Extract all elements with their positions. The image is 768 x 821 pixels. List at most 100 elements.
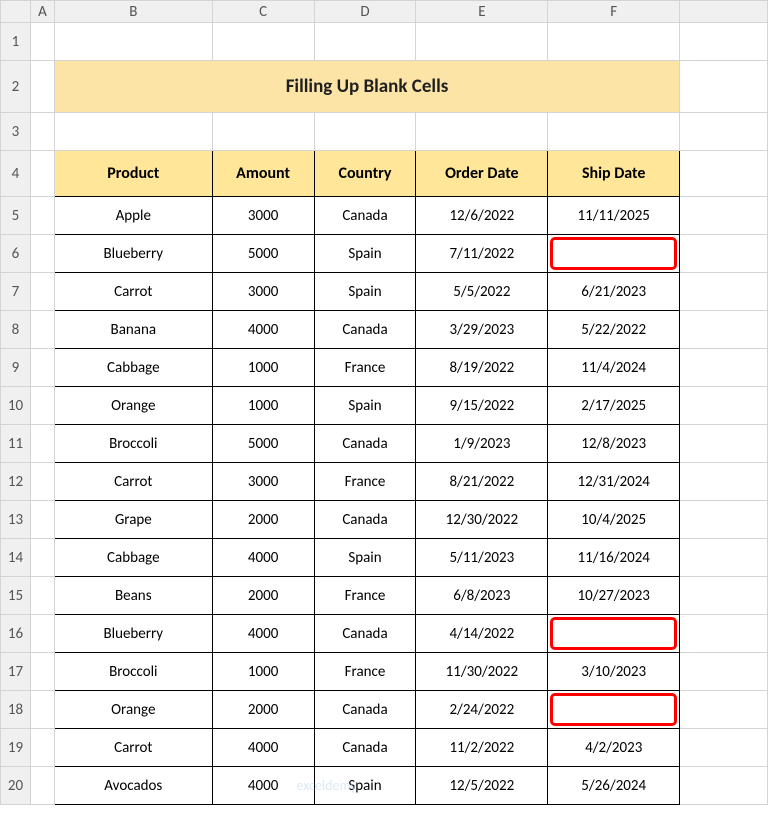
cell[interactable]: [680, 61, 768, 113]
cell-ship-date[interactable]: 11/4/2024: [548, 349, 680, 387]
cell[interactable]: [680, 197, 768, 235]
cell-ship-date[interactable]: 4/2/2023: [548, 729, 680, 767]
cell-country[interactable]: France: [314, 577, 416, 615]
cell[interactable]: [680, 387, 768, 425]
cell-amount[interactable]: 4000: [212, 615, 314, 653]
cell[interactable]: [30, 691, 54, 729]
cell[interactable]: [30, 23, 54, 61]
cell-order-date[interactable]: 11/2/2022: [416, 729, 548, 767]
cell[interactable]: [680, 235, 768, 273]
cell-country[interactable]: Canada: [314, 501, 416, 539]
cell-product[interactable]: Orange: [54, 387, 212, 425]
cell[interactable]: [54, 23, 212, 61]
cell[interactable]: [30, 425, 54, 463]
cell-product[interactable]: Banana: [54, 311, 212, 349]
cell[interactable]: [54, 113, 212, 151]
cell-product[interactable]: Orange: [54, 691, 212, 729]
cell-order-date[interactable]: 1/9/2023: [416, 425, 548, 463]
cell-amount[interactable]: 1000: [212, 387, 314, 425]
row-header-6[interactable]: 6: [1, 235, 31, 273]
cell-product[interactable]: Broccoli: [54, 425, 212, 463]
cell-order-date[interactable]: 4/14/2022: [416, 615, 548, 653]
cell[interactable]: [680, 151, 768, 197]
cell-ship-date[interactable]: 10/27/2023: [548, 577, 680, 615]
cell-ship-date[interactable]: [548, 691, 680, 729]
cell-country[interactable]: France: [314, 349, 416, 387]
cell-product[interactable]: Avocados: [54, 767, 212, 805]
cell[interactable]: [680, 463, 768, 501]
cell-product[interactable]: Grape: [54, 501, 212, 539]
cell[interactable]: [30, 653, 54, 691]
cell-amount[interactable]: 2000: [212, 577, 314, 615]
row-header-8[interactable]: 8: [1, 311, 31, 349]
cell-ship-date[interactable]: [548, 615, 680, 653]
cell-product[interactable]: Apple: [54, 197, 212, 235]
row-header-4[interactable]: 4: [1, 151, 31, 197]
row-header-1[interactable]: 1: [1, 23, 31, 61]
cell-order-date[interactable]: 12/5/2022: [416, 767, 548, 805]
cell-product[interactable]: Carrot: [54, 729, 212, 767]
cell[interactable]: [680, 539, 768, 577]
row-header-15[interactable]: 15: [1, 577, 31, 615]
cell[interactable]: [30, 539, 54, 577]
cell[interactable]: [30, 501, 54, 539]
cell[interactable]: [416, 23, 548, 61]
cell-country[interactable]: Canada: [314, 729, 416, 767]
col-header-A[interactable]: A: [30, 1, 54, 23]
cell-ship-date[interactable]: 5/22/2022: [548, 311, 680, 349]
cell[interactable]: [680, 767, 768, 805]
cell[interactable]: [30, 387, 54, 425]
row-header-3[interactable]: 3: [1, 113, 31, 151]
cell[interactable]: [680, 425, 768, 463]
cell[interactable]: [680, 729, 768, 767]
cell[interactable]: [212, 113, 314, 151]
cell-amount[interactable]: 4000: [212, 311, 314, 349]
cell-ship-date[interactable]: [548, 235, 680, 273]
cell-ship-date[interactable]: 2/17/2025: [548, 387, 680, 425]
cell-amount[interactable]: 2000: [212, 501, 314, 539]
cell-ship-date[interactable]: 5/26/2024: [548, 767, 680, 805]
row-header-10[interactable]: 10: [1, 387, 31, 425]
cell-order-date[interactable]: 9/15/2022: [416, 387, 548, 425]
cell[interactable]: [680, 577, 768, 615]
cell-amount[interactable]: 5000: [212, 235, 314, 273]
cell-amount[interactable]: 5000: [212, 425, 314, 463]
cell-country[interactable]: Canada: [314, 311, 416, 349]
col-header-B[interactable]: B: [54, 1, 212, 23]
cell-product[interactable]: Carrot: [54, 273, 212, 311]
cell-order-date[interactable]: 2/24/2022: [416, 691, 548, 729]
cell[interactable]: [30, 577, 54, 615]
cell[interactable]: [212, 23, 314, 61]
cell-country[interactable]: Spain: [314, 235, 416, 273]
cell-ship-date[interactable]: 11/11/2025: [548, 197, 680, 235]
cell-amount[interactable]: 1000: [212, 653, 314, 691]
col-header-extra[interactable]: [680, 1, 768, 23]
cell-amount[interactable]: 3000: [212, 463, 314, 501]
cell-amount[interactable]: 1000: [212, 349, 314, 387]
cell-order-date[interactable]: 3/29/2023: [416, 311, 548, 349]
spreadsheet-grid[interactable]: A B C D E F 1 2 Filling Up Blank Cells 3…: [0, 0, 768, 805]
cell-order-date[interactable]: 5/5/2022: [416, 273, 548, 311]
cell[interactable]: [680, 23, 768, 61]
cell[interactable]: [30, 235, 54, 273]
cell[interactable]: [680, 311, 768, 349]
table-header-country[interactable]: Country: [314, 151, 416, 197]
cell-amount[interactable]: 4000: [212, 767, 314, 805]
title-cell[interactable]: Filling Up Blank Cells: [54, 61, 679, 113]
cell[interactable]: [680, 273, 768, 311]
cell[interactable]: [680, 615, 768, 653]
cell[interactable]: [30, 197, 54, 235]
row-header-5[interactable]: 5: [1, 197, 31, 235]
cell-ship-date[interactable]: 3/10/2023: [548, 653, 680, 691]
row-header-16[interactable]: 16: [1, 615, 31, 653]
cell-ship-date[interactable]: 12/8/2023: [548, 425, 680, 463]
row-header-11[interactable]: 11: [1, 425, 31, 463]
cell[interactable]: [548, 113, 680, 151]
cell-order-date[interactable]: 6/8/2023: [416, 577, 548, 615]
row-header-19[interactable]: 19: [1, 729, 31, 767]
cell-country[interactable]: Canada: [314, 691, 416, 729]
cell-country[interactable]: Canada: [314, 615, 416, 653]
cell-country[interactable]: Canada: [314, 197, 416, 235]
table-header-amount[interactable]: Amount: [212, 151, 314, 197]
cell-amount[interactable]: 4000: [212, 729, 314, 767]
